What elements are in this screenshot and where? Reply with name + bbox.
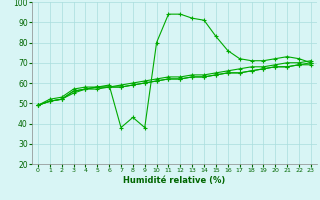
X-axis label: Humidité relative (%): Humidité relative (%) [123, 176, 226, 185]
